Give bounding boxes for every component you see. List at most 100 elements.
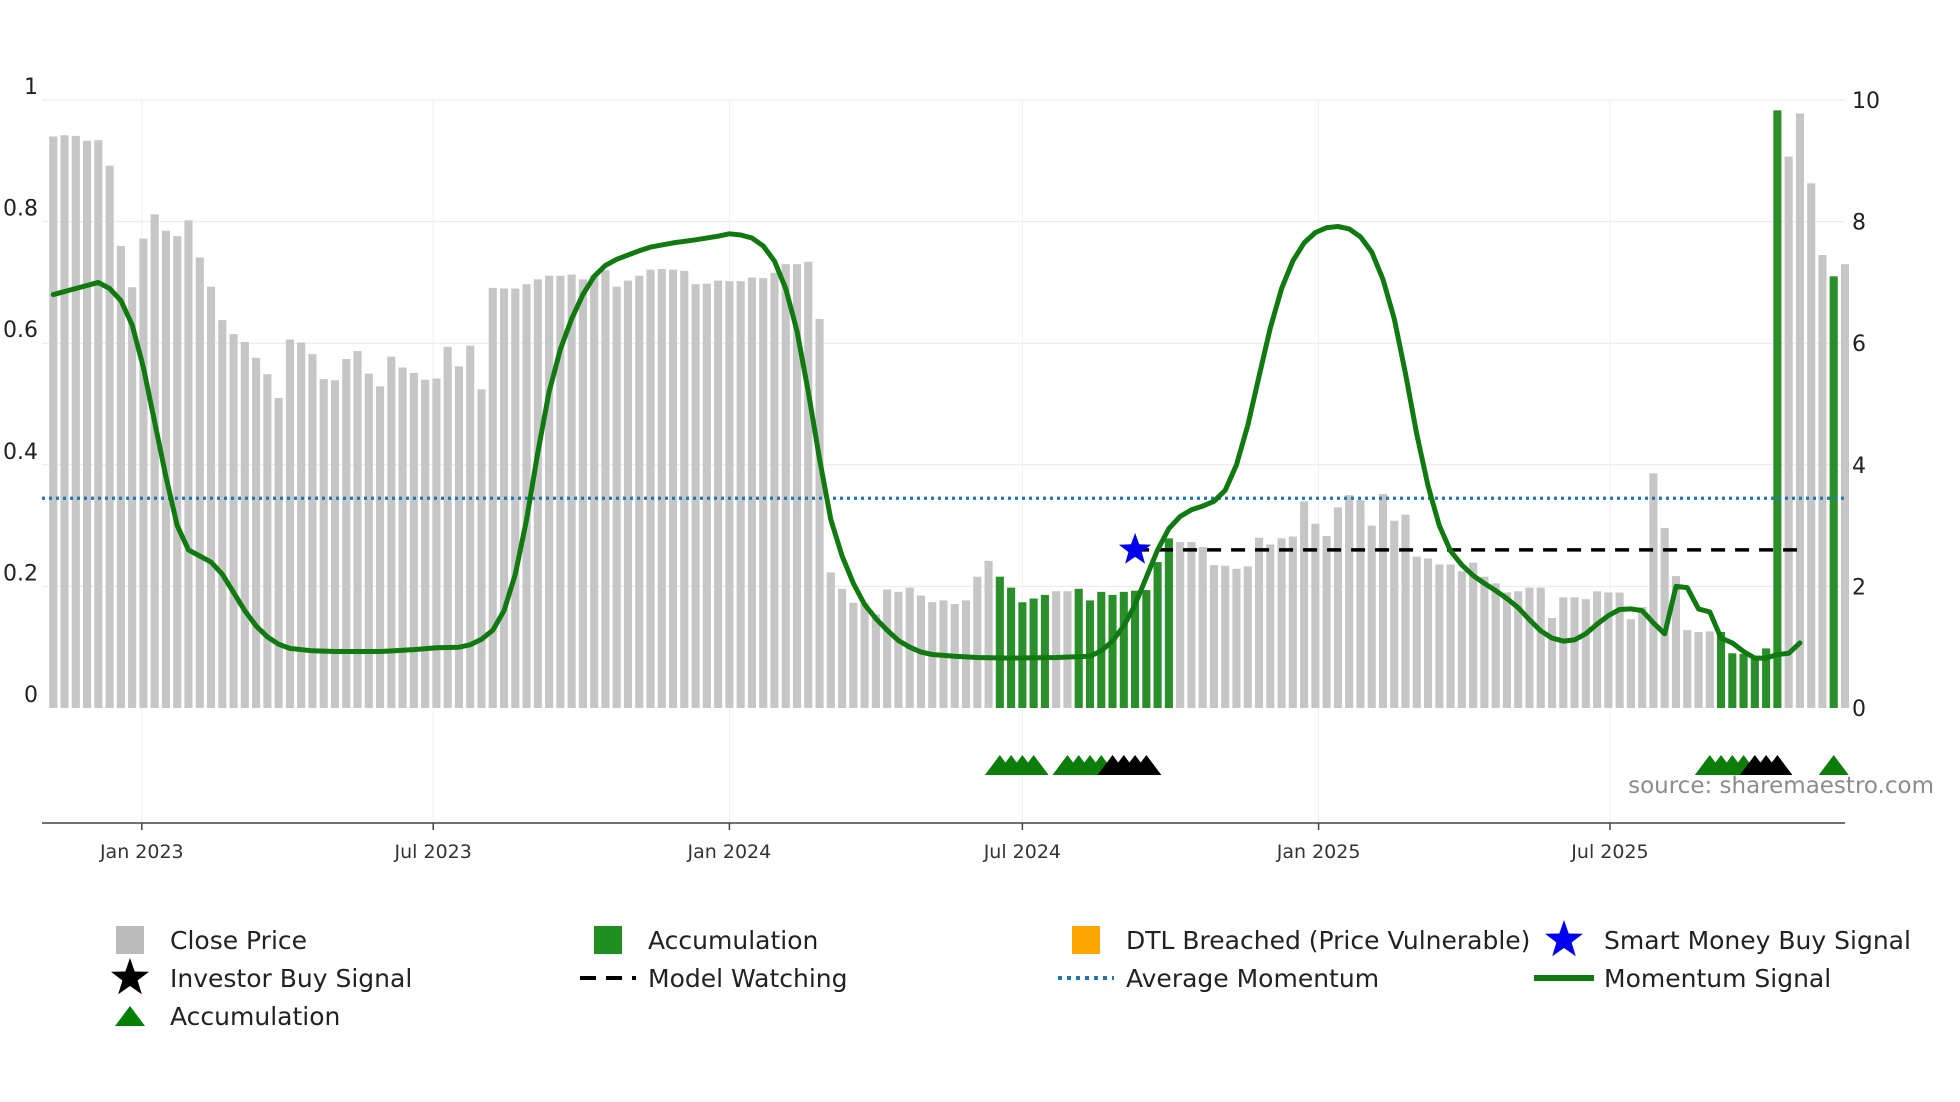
close-price-bar — [646, 269, 655, 708]
close-price-bar — [894, 591, 903, 708]
close-price-bar — [578, 279, 587, 708]
close-price-bar — [691, 284, 700, 708]
close-price-bar — [781, 264, 790, 708]
close-price-bar — [319, 379, 328, 708]
close-price-bar — [297, 342, 306, 708]
close-price-bar — [398, 367, 407, 708]
close-price-bar — [150, 214, 159, 709]
legend-item-close-price: Close Price — [116, 926, 307, 955]
close-price-bar — [871, 614, 880, 708]
close-price-bar — [1378, 493, 1388, 708]
close-price-bar — [1457, 571, 1466, 708]
close-price-bar — [1615, 592, 1624, 708]
close-price-bar — [1469, 562, 1478, 708]
legend-label: Accumulation — [648, 926, 818, 955]
close-price-bar — [71, 135, 80, 708]
close-price-bar — [1807, 183, 1816, 709]
close-price-bar — [1593, 591, 1602, 708]
close-price-bar — [1209, 565, 1218, 708]
close-price-bar — [1266, 544, 1275, 708]
legend-label: Smart Money Buy Signal — [1604, 926, 1911, 955]
close-price-bar — [1232, 568, 1241, 708]
close-price-bar — [1424, 558, 1433, 708]
accumulation-bar — [1108, 594, 1117, 708]
close-price-bar — [815, 318, 824, 708]
close-price-bar — [804, 261, 813, 708]
investor-buy-marker — [1762, 755, 1793, 775]
close-price-bar — [1367, 525, 1376, 708]
legend-item-investor-buy: Investor Buy Signal — [111, 958, 412, 995]
y-left-tick-label: 0.6 — [3, 318, 38, 343]
close-price-bar — [838, 588, 847, 708]
close-price-bar — [1243, 566, 1252, 708]
y-left-tick-label: 1 — [24, 75, 38, 100]
close-price-bar — [1638, 607, 1647, 708]
close-price-bar — [1514, 591, 1523, 708]
close-price-bar — [1660, 528, 1669, 708]
close-price-bar — [466, 345, 475, 708]
close-price-bar — [1333, 507, 1342, 708]
close-price-bar — [1491, 583, 1500, 708]
close-price-bar — [173, 236, 182, 708]
close-price-bar — [1176, 542, 1185, 708]
close-price-bar — [195, 257, 204, 708]
legend-item-average-momentum: Average Momentum — [1058, 964, 1379, 993]
x-tick-label: Jan 2025 — [1276, 841, 1361, 863]
close-price-bar — [1052, 591, 1061, 708]
close-price-bar — [1412, 556, 1421, 708]
close-price-bar — [1626, 619, 1635, 708]
investor-buy-marker — [1131, 755, 1162, 775]
accumulation-bar — [1728, 653, 1737, 708]
legend-item-accumulation-marker: Accumulation — [115, 1002, 340, 1031]
close-price-bar — [623, 280, 633, 708]
close-price-bar — [376, 386, 385, 708]
close-price-bar — [747, 277, 756, 708]
accumulation-bar — [1829, 276, 1838, 708]
accumulation-bar — [1119, 591, 1128, 708]
close-price-bar — [1480, 576, 1489, 708]
legend-item-model-watching: Model Watching — [580, 964, 848, 993]
legend-item-accumulation-bar: Accumulation — [594, 926, 818, 955]
accumulation-bar — [1762, 648, 1771, 708]
accumulation-bar — [1716, 632, 1726, 708]
close-price-bar — [1536, 587, 1545, 708]
close-price-bar — [105, 165, 114, 708]
close-price-bar — [1345, 495, 1354, 708]
close-price-bar — [1502, 592, 1511, 708]
close-price-bar — [263, 374, 272, 708]
close-price-bar — [973, 576, 982, 708]
legend-label: Close Price — [170, 926, 307, 955]
legend-swatch — [594, 926, 622, 954]
close-price-bar — [184, 220, 193, 708]
close-price-bar — [1187, 542, 1196, 708]
accumulation-bar — [1040, 594, 1049, 708]
close-price-bar — [601, 270, 610, 708]
close-price-bar — [94, 140, 103, 708]
close-price-bar — [1784, 156, 1793, 709]
markers — [984, 532, 1849, 775]
close-price-bar — [274, 397, 283, 708]
close-price-bar — [477, 389, 486, 708]
close-price-bar — [1198, 546, 1207, 708]
close-price-bar — [409, 372, 418, 708]
close-price-bar — [1547, 618, 1557, 708]
y-left-tick-label: 0 — [24, 683, 38, 708]
close-price-bar — [545, 275, 554, 708]
accumulation-bar — [1074, 588, 1083, 708]
close-price-bar — [1683, 630, 1692, 708]
close-price-bar — [1581, 599, 1590, 708]
close-price-bar — [860, 602, 869, 708]
legend-label: Model Watching — [648, 964, 848, 993]
accumulation-bar — [1773, 110, 1782, 709]
close-price-bar — [522, 284, 531, 708]
close-price-bar — [229, 334, 238, 708]
close-price-bar — [252, 357, 261, 708]
accumulation-bar — [1029, 598, 1038, 708]
close-price-bar — [83, 140, 92, 709]
legend-label: DTL Breached (Price Vulnerable) — [1126, 926, 1530, 955]
close-price-bar — [556, 275, 565, 708]
legend-item-momentum-signal: Momentum Signal — [1534, 964, 1831, 993]
y-right-tick-label: 0 — [1852, 697, 1866, 722]
close-price-bar — [702, 283, 711, 708]
close-price-bar — [714, 280, 723, 708]
